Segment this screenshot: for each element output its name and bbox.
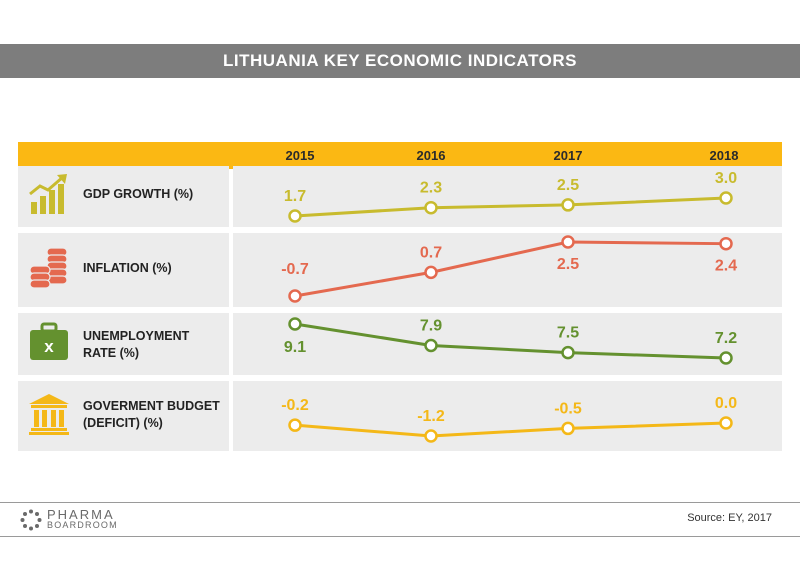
- footer-divider-bottom: [0, 536, 800, 537]
- pharmaboardroom-logo: PHARMA BOARDROOM: [20, 507, 118, 533]
- row-label-budget: GOVERMENT BUDGET (DEFICIT) (%): [83, 398, 223, 432]
- data-label-budget-2018: 0.0: [715, 395, 737, 412]
- row-label-inflation: INFLATION (%): [83, 260, 223, 277]
- year-label-2017: 2017: [553, 148, 583, 163]
- data-label-gdp-2015: 1.7: [284, 188, 306, 205]
- data-point-unemployment-2017: [561, 345, 575, 360]
- coin-stack-icon: [29, 247, 68, 288]
- data-label-gdp-2016: 2.3: [420, 180, 442, 197]
- data-label-unemployment-2015: 9.1: [284, 339, 306, 356]
- data-label-inflation-2015: -0.7: [281, 261, 309, 278]
- data-label-inflation-2016: 0.7: [420, 244, 442, 261]
- series-line-inflation: [294, 240, 727, 298]
- row-data-bg-unemployment: [233, 313, 782, 375]
- bank-building-icon: [29, 394, 69, 435]
- row-data-bg-gdp: [233, 166, 782, 227]
- row-label-unemployment: UNEMPLOYMENT RATE (%): [83, 328, 223, 362]
- data-point-gdp-2018: [719, 191, 733, 205]
- row-label-gdp: GDP GROWTH (%): [83, 186, 223, 203]
- data-label-budget-2017: -0.5: [554, 400, 582, 417]
- row-label-budget-line2: (DEFICIT) (%): [83, 416, 163, 430]
- data-point-inflation-2017: [561, 235, 575, 249]
- row-label-unemployment-line1: UNEMPLOYMENT: [83, 329, 190, 343]
- data-point-inflation-2018: [719, 236, 733, 251]
- row-data-bg-budget: [233, 381, 782, 451]
- series-line-gdp: [294, 196, 727, 218]
- data-point-inflation-2016: [424, 265, 438, 280]
- year-label-2016: 2016: [416, 148, 446, 163]
- row-label-inflation-line1: INFLATION (%): [83, 261, 172, 275]
- briefcase-icon: x: [30, 322, 68, 360]
- data-point-unemployment-2018: [719, 351, 733, 365]
- data-point-budget-2015: [288, 418, 302, 432]
- data-point-budget-2018: [719, 416, 733, 430]
- data-point-gdp-2017: [561, 198, 575, 212]
- year-label-2018: 2018: [709, 148, 739, 163]
- logo-text-pharma: PHARMA: [47, 507, 115, 522]
- year-label-2015: 2015: [285, 148, 315, 163]
- data-point-budget-2016: [424, 429, 438, 443]
- source-note: Source: EY, 2017: [687, 512, 772, 524]
- data-label-budget-2016: -1.2: [417, 408, 445, 425]
- data-point-inflation-2015: [288, 289, 302, 303]
- data-label-unemployment-2018: 7.2: [715, 330, 737, 347]
- data-label-inflation-2017: 2.5: [557, 256, 579, 273]
- svg-text:x: x: [44, 337, 54, 356]
- footer-divider-top: [0, 502, 800, 503]
- row-data-bg-inflation: [233, 233, 782, 307]
- data-point-unemployment-2015: [288, 317, 302, 331]
- data-label-unemployment-2016: 7.9: [420, 317, 442, 334]
- data-point-gdp-2016: [424, 200, 438, 215]
- data-label-inflation-2018: 2.4: [715, 258, 737, 275]
- data-point-budget-2017: [561, 421, 575, 436]
- data-point-gdp-2015: [288, 209, 302, 223]
- data-label-budget-2015: -0.2: [281, 397, 309, 414]
- data-label-unemployment-2017: 7.5: [557, 325, 579, 342]
- data-label-gdp-2018: 3.0: [715, 170, 737, 187]
- logo-dots-icon: [20, 509, 42, 531]
- bar-growth-icon: [29, 174, 67, 214]
- row-label-budget-line1: GOVERMENT BUDGET: [83, 399, 220, 413]
- series-line-unemployment: [294, 322, 727, 360]
- row-label-unemployment-line2: RATE (%): [83, 346, 140, 360]
- year-header-row: 2015 2016 2017 2018: [18, 142, 782, 169]
- data-point-unemployment-2016: [424, 338, 438, 353]
- page-title: LITHUANIA KEY ECONOMIC INDICATORS: [0, 44, 800, 78]
- series-line-budget: [294, 421, 727, 438]
- data-label-gdp-2017: 2.5: [557, 177, 579, 194]
- logo-text-boardroom: BOARDROOM: [47, 520, 118, 530]
- row-label-gdp-line1: GDP GROWTH (%): [83, 187, 194, 201]
